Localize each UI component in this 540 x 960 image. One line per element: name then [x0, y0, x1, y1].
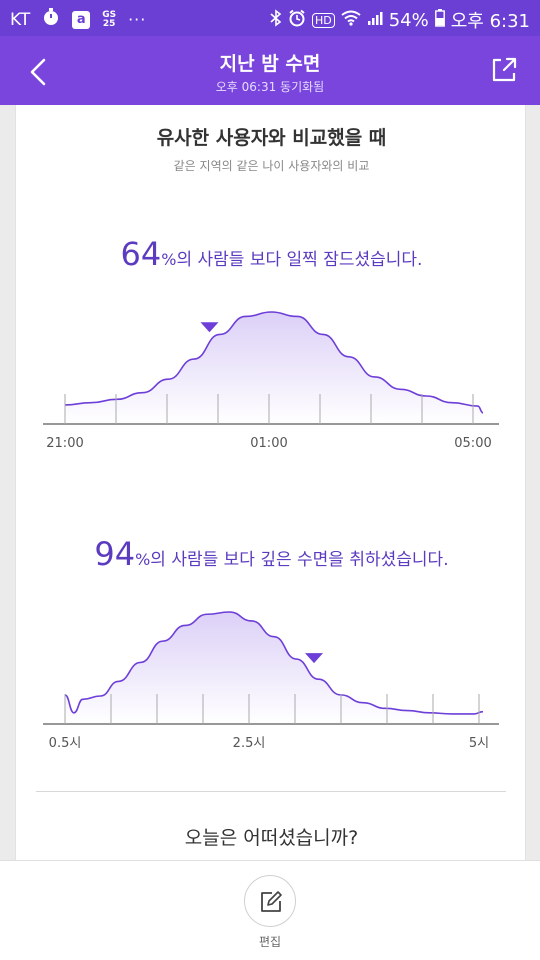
user-position-marker	[305, 653, 324, 664]
battery-icon	[434, 8, 445, 32]
bluetooth-icon	[270, 8, 282, 32]
daily-question: 오늘은 어떠셨습니까?	[184, 827, 359, 849]
distribution-area	[65, 312, 483, 424]
x-axis-tick-label: 05:00	[454, 436, 491, 451]
signal-icon	[367, 10, 383, 31]
status-bar: KT a GS 25 ··· HD 54% 오후 6:31	[0, 0, 540, 36]
carrier-label: KT	[10, 9, 31, 30]
share-button[interactable]	[488, 54, 520, 86]
depth-stat-value: 94	[94, 535, 136, 573]
distribution-line	[64, 611, 484, 715]
clock-time: 오후 6:31	[450, 11, 530, 32]
x-axis-tick-label: 01:00	[250, 436, 287, 451]
divider	[36, 791, 506, 792]
depth-chart-svg: 0.5시 2.5시 5시	[43, 611, 499, 751]
edit-label: 편집	[258, 935, 282, 949]
x-axis-tick-label: 21:00	[46, 436, 83, 451]
distribution-line	[64, 311, 484, 414]
back-button[interactable]	[22, 54, 58, 90]
depth-stat: 94%의 사람들 보다 깊은 수면을 취하셨습니다.	[16, 535, 527, 573]
bottom-bar: 편집	[0, 860, 540, 960]
x-axis-tick-label: 0.5시	[49, 736, 82, 751]
alarm-icon	[288, 9, 306, 32]
app-bar: 지난 밤 수면 오후 06:31 동기화됨	[0, 36, 540, 105]
comparison-title: 유사한 사용자와 비교했을 때	[156, 127, 387, 149]
bedtime-stat: 64%의 사람들 보다 일찍 잠드셨습니다.	[16, 235, 527, 273]
bedtime-distribution-chart: 21:00 01:00 05:00	[16, 300, 527, 470]
timer-icon	[42, 8, 60, 31]
comparison-card: 유사한 사용자와 비교했을 때 같은 지역의 같은 나이 사용자와의 비교 64…	[15, 105, 526, 860]
depth-stat-text: 의 사람들 보다 깊은 수면을 취하셨습니다.	[150, 550, 449, 570]
app-icon: a	[72, 10, 91, 29]
share-icon	[492, 57, 517, 82]
edit-icon	[261, 891, 282, 912]
chevron-left-icon	[30, 58, 46, 86]
more-notifications-icon: ···	[128, 10, 147, 29]
edit-button[interactable]	[244, 875, 296, 927]
depth-stat-unit: %	[135, 550, 151, 569]
sync-status: 오후 06:31 동기화됨	[215, 80, 325, 94]
x-axis-tick-label: 5시	[469, 736, 489, 751]
wifi-icon	[341, 10, 361, 31]
comparison-subtitle: 같은 지역의 같은 나이 사용자와의 비교	[173, 159, 370, 173]
battery-percent: 54%	[388, 9, 429, 31]
sleep-depth-distribution-chart: 0.5시 2.5시 5시	[16, 600, 527, 770]
page-title: 지난 밤 수면	[219, 53, 321, 75]
bedtime-stat-text: 의 사람들 보다 일찍 잠드셨습니다.	[176, 250, 423, 270]
hd-badge: HD	[311, 12, 335, 28]
bedtime-chart-svg: 21:00 01:00 05:00	[43, 311, 499, 451]
gs25-icon: GS 25	[102, 9, 117, 29]
user-position-marker	[200, 322, 219, 333]
x-axis-tick-label: 2.5시	[233, 736, 266, 751]
bedtime-stat-unit: %	[161, 250, 177, 269]
distribution-area	[65, 612, 483, 724]
bedtime-stat-value: 64	[120, 235, 162, 273]
